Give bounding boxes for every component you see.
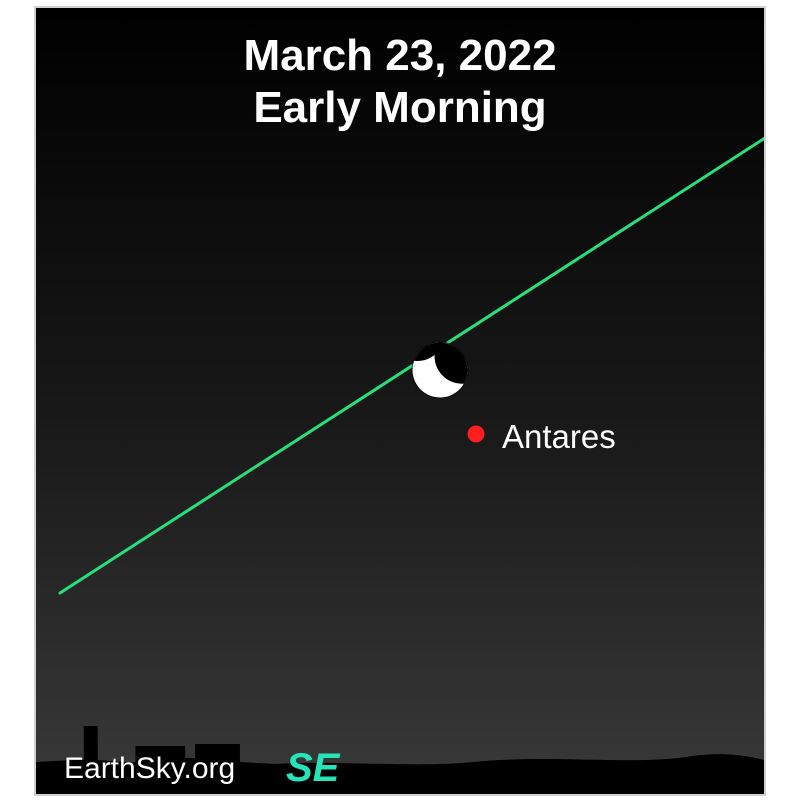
title-line-2: Early Morning [36, 82, 764, 134]
chart-title: March 23, 2022 Early Morning [36, 30, 764, 134]
sky-chart-frame: March 23, 2022 Early Morning Antares Ear… [34, 6, 766, 796]
title-line-1: March 23, 2022 [36, 30, 764, 82]
credit-text: EarthSky.org [64, 752, 235, 786]
compass-direction: SE [286, 746, 339, 791]
antares-label: Antares [502, 418, 616, 456]
antares-star-icon [468, 426, 485, 443]
